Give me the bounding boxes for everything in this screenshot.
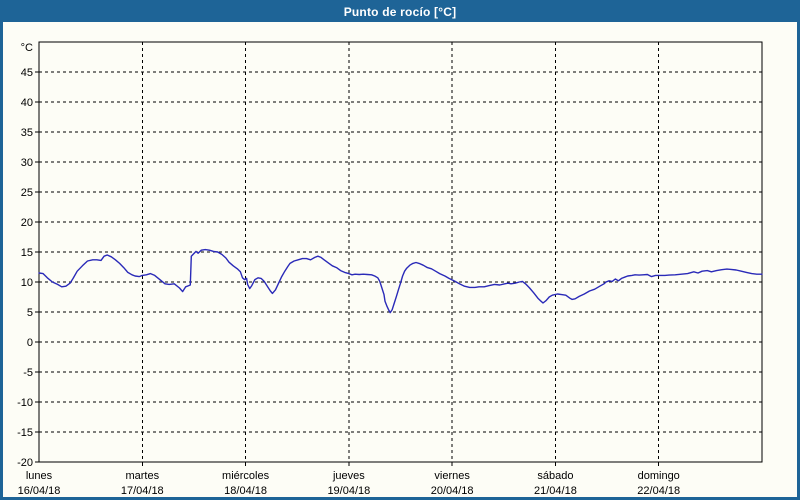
y-tick-label: 25 <box>21 187 33 199</box>
y-tick-label: 10 <box>21 277 33 289</box>
y-tick-label: 30 <box>21 157 33 169</box>
x-day-name: sábado <box>537 470 573 482</box>
x-day-date: 16/04/18 <box>18 485 61 497</box>
dewpoint-line <box>38 248 763 314</box>
y-tick-label: 0 <box>27 337 33 349</box>
x-day-date: 20/04/18 <box>431 485 474 497</box>
chart-title: Punto de rocío [°C] <box>343 5 457 19</box>
x-day-name: miércoles <box>222 470 270 482</box>
plot-border <box>38 41 763 463</box>
y-tick-label: 40 <box>21 97 33 109</box>
x-day-date: 17/04/18 <box>121 485 164 497</box>
y-tick-label: 20 <box>21 217 33 229</box>
y-tick-label: -15 <box>17 427 33 439</box>
x-day-name: martes <box>125 470 159 482</box>
x-day-date: 22/04/18 <box>637 485 680 497</box>
y-tick-label: -20 <box>17 457 33 469</box>
x-day-date: 19/04/18 <box>327 485 370 497</box>
chart-title-bar: Punto de rocío [°C] <box>3 3 797 22</box>
y-tick-label: 35 <box>21 127 33 139</box>
x-day-name: jueves <box>332 470 365 482</box>
y-tick-label: 15 <box>21 247 33 259</box>
y-tick-label: 5 <box>27 307 33 319</box>
x-day-name: domingo <box>638 470 680 482</box>
x-day-date: 21/04/18 <box>534 485 577 497</box>
x-day-date: 18/04/18 <box>224 485 267 497</box>
y-tick-label: -5 <box>23 367 33 379</box>
dewpoint-chart: 45 40 35 30 25 20 15 10 5 0 -5 -10 -15 -20 °C lunes 16/0… <box>17 41 763 497</box>
y-tick-label: -10 <box>17 397 33 409</box>
x-day-name: viernes <box>434 470 470 482</box>
y-axis-unit-label: °C <box>21 42 33 54</box>
y-tick-label: 45 <box>21 67 33 79</box>
x-day-name: lunes <box>26 470 53 482</box>
